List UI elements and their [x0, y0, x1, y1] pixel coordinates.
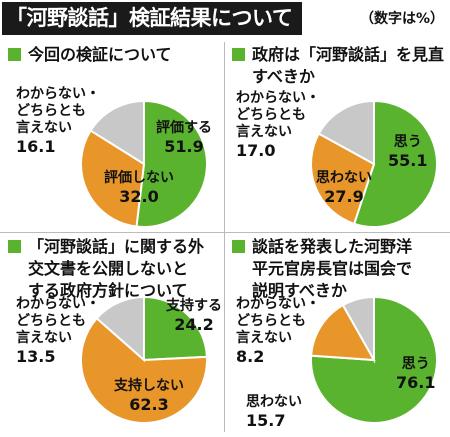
slice-label: わからない・ どちらとも 言えない 8.2 [236, 296, 320, 366]
slice-label-text: 言えない [16, 330, 72, 346]
panel-title-line: 政府は「河野談話」を見直 [252, 45, 445, 64]
slice-label-text: 言えない [16, 120, 72, 136]
slice-value: 15.7 [246, 411, 286, 430]
slice-label: わからない・ どちらとも 言えない 13.5 [16, 296, 100, 366]
panel-documents: 「河野談話」に関する外 交文書を公開しないと する政府方針について 支持する 24… [8, 236, 222, 432]
divider-horizontal [0, 232, 450, 233]
slice-label-text: わからない・ [236, 90, 320, 106]
slice-value: 27.9 [324, 187, 364, 206]
panel-title-line: すべきか [252, 67, 315, 86]
slice-value: 32.0 [119, 187, 159, 206]
pie-slice [135, 99, 208, 228]
slice-label-text: 支持しない [114, 378, 184, 394]
panel-title-line: 平元官房長官は国会で [252, 259, 413, 278]
slice-value: 13.5 [16, 347, 56, 366]
slice-label: 思わない 27.9 [316, 170, 372, 206]
slice-label-text: 言えない [236, 330, 292, 346]
slice-label-text: 思う [393, 134, 422, 150]
slice-label-text: 評価する [156, 120, 212, 136]
panel-title-line: 談話を発表した河野洋 [252, 237, 413, 256]
slice-label: 支持しない 62.3 [114, 378, 184, 414]
pie-chart [310, 295, 438, 424]
slice-label: 支持する 24.2 [166, 298, 222, 334]
pie-chart [310, 99, 438, 228]
panel-title: 談話を発表した河野洋 平元官房長官は国会で 説明すべきか [252, 236, 412, 302]
pie-slice [80, 316, 208, 424]
slice-value: 8.2 [236, 347, 265, 366]
bullet-square [232, 48, 245, 61]
slice-label-text: どちらとも [236, 313, 306, 329]
slice-label-text: 言えない [236, 124, 292, 140]
divider-vertical [224, 42, 225, 432]
panel-title: 政府は「河野談話」を見直 すべきか [252, 44, 444, 88]
slice-label: 思う 55.1 [388, 134, 427, 170]
slice-label-text: 思わない [316, 170, 372, 186]
panel-title-line: 今回の検証について [28, 45, 172, 64]
panel-title-line: 「河野談話」に関する外 [28, 237, 205, 256]
slice-label-text: 評価しない [104, 170, 174, 186]
panel-diet-explanation: 談話を発表した河野洋 平元官房長官は国会で 説明すべきか 思う 76.1 思わない 1… [232, 236, 444, 432]
pie-slice [95, 295, 145, 363]
slice-label: わからない・ どちらとも 言えない 17.0 [236, 90, 320, 160]
panel-revise: 政府は「河野談話」を見直 すべきか 思う 55.1 思わない 27.9 わからない・ どち… [232, 44, 444, 230]
unit-note: （数字は%） [359, 11, 444, 27]
slice-value: 62.3 [129, 395, 169, 414]
slice-label-text: どちらとも [16, 103, 86, 119]
panel-title-line: 説明すべきか [252, 281, 347, 300]
slice-label: わからない・ どちらとも 言えない 16.1 [16, 86, 100, 156]
slice-label-text: わからない・ [236, 296, 320, 312]
pie-slice [143, 295, 208, 362]
pie-slice [89, 99, 145, 166]
pie-chart [80, 99, 208, 228]
panel-title: 今回の検証について [28, 44, 172, 66]
slice-value: 76.1 [396, 373, 436, 392]
slice-label-text: 支持する [166, 298, 222, 314]
slice-value: 51.9 [164, 137, 204, 156]
panel-title: 「河野談話」に関する外 交文書を公開しないと する政府方針について [28, 236, 204, 302]
pie-slice [341, 295, 375, 364]
bullet-square [232, 240, 245, 253]
slice-label-text: どちらとも [236, 107, 306, 123]
slice-label-text: わからない・ [16, 86, 100, 102]
pie-slice [317, 99, 375, 166]
header: 「河野談話」検証結果について （数字は%） [0, 0, 450, 37]
slice-label: 評価する 51.9 [156, 120, 212, 156]
slice-label: 評価しない 32.0 [104, 170, 174, 206]
slice-label-text: 思う [401, 356, 430, 372]
bullet-square [8, 48, 21, 61]
slice-label: 思わない 15.7 [246, 394, 302, 430]
slice-value: 55.1 [388, 151, 428, 170]
slice-label-text: 思わない [246, 394, 302, 410]
slice-label: 思う 76.1 [396, 356, 435, 392]
bullet-square [8, 240, 21, 253]
slice-value: 24.2 [174, 315, 214, 334]
pie-chart [80, 295, 208, 424]
slice-label-text: わからない・ [16, 296, 100, 312]
page-title: 「河野談話」検証結果について [2, 2, 303, 35]
slice-label-text: どちらとも [16, 313, 86, 329]
panel-title-line: 交文書を公開しないと [28, 259, 189, 278]
panel-title-line: する政府方針について [28, 281, 188, 300]
slice-value: 16.1 [16, 137, 56, 156]
slice-value: 17.0 [236, 141, 276, 160]
pie-slice [310, 303, 376, 362]
panel-evaluation: 今回の検証について 評価する 51.9 評価しない 32.0 わからない・ どちらとも 言え… [8, 44, 220, 230]
